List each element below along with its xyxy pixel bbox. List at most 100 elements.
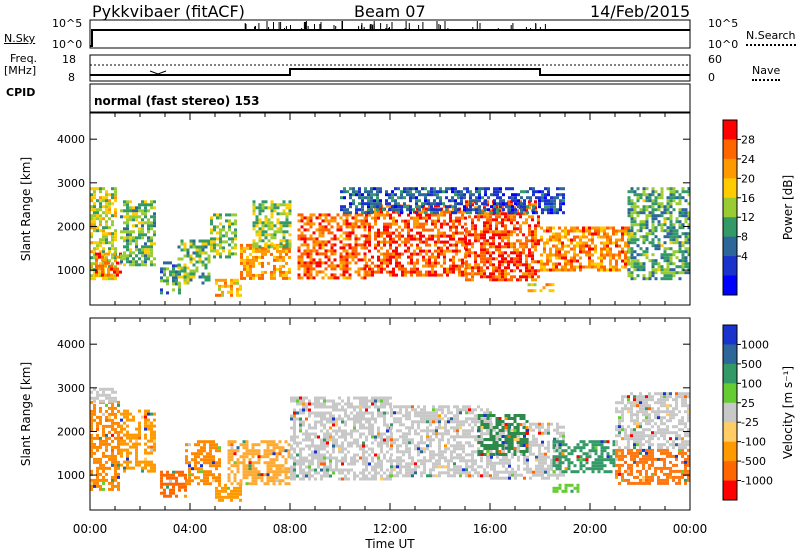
data-cell — [492, 278, 495, 282]
data-cell — [230, 495, 233, 499]
data-cell — [186, 278, 190, 282]
data-cell — [351, 216, 355, 220]
data-cell — [101, 273, 104, 277]
data-cell — [249, 267, 252, 271]
data-cell — [311, 432, 314, 436]
data-cell — [111, 454, 114, 458]
data-cell — [395, 249, 398, 253]
data-cell — [523, 208, 526, 212]
data-cell — [230, 455, 234, 459]
data-cell — [359, 426, 362, 430]
data-cell — [404, 243, 407, 247]
data-cell — [192, 263, 196, 267]
data-cell — [389, 273, 392, 277]
data-cell — [255, 233, 259, 237]
data-cell — [111, 451, 114, 455]
data-cell — [630, 223, 634, 227]
data-cell — [390, 474, 393, 478]
data-cell — [126, 233, 129, 237]
data-cell — [672, 229, 676, 233]
data-cell — [329, 435, 332, 439]
data-cell — [323, 441, 326, 445]
data-cell — [505, 187, 508, 191]
data-cell — [324, 261, 328, 265]
data-cell — [314, 420, 317, 424]
data-cell — [279, 221, 283, 225]
data-cell — [386, 204, 389, 208]
data-cell — [339, 225, 343, 229]
data-cell — [344, 477, 347, 481]
data-cell — [175, 476, 178, 480]
data-cell — [311, 462, 314, 466]
data-cell — [636, 274, 640, 278]
data-cell — [442, 202, 445, 206]
data-cell — [239, 489, 242, 493]
data-cell — [323, 465, 326, 469]
data-cell — [522, 248, 525, 252]
data-cell — [203, 479, 206, 483]
data-cell — [532, 205, 535, 209]
data-cell — [439, 187, 442, 191]
data-cell — [540, 238, 543, 242]
data-cell — [443, 213, 446, 217]
data-cell — [288, 267, 291, 271]
data-cell — [383, 252, 386, 256]
data-cell — [323, 459, 326, 463]
data-cell — [651, 190, 655, 194]
data-cell — [386, 258, 389, 262]
data-cell — [642, 235, 646, 239]
data-cell — [221, 495, 224, 499]
data-cell — [466, 208, 469, 212]
data-cell — [275, 452, 279, 456]
data-cell — [305, 429, 308, 433]
data-cell — [344, 474, 347, 478]
data-cell — [405, 468, 408, 472]
data-cell — [492, 275, 495, 279]
data-cell — [651, 208, 655, 212]
data-cell — [230, 278, 233, 282]
data-cell — [201, 263, 205, 267]
data-cell — [129, 251, 132, 255]
data-cell — [102, 427, 105, 431]
data-cell — [645, 196, 649, 200]
data-cell — [290, 438, 293, 442]
data-cell — [609, 235, 612, 239]
data-cell — [245, 482, 249, 486]
data-cell — [255, 255, 258, 259]
data-cell — [105, 199, 108, 203]
data-cell — [209, 482, 212, 486]
data-cell — [531, 257, 534, 261]
data-cell — [414, 471, 417, 475]
data-cell — [464, 216, 467, 220]
data-cell — [630, 202, 634, 206]
data-cell — [383, 228, 386, 232]
data-cell — [386, 228, 389, 232]
data-cell — [252, 224, 256, 228]
data-cell — [502, 199, 505, 203]
data-cell — [166, 485, 169, 489]
data-cell — [317, 453, 320, 457]
data-cell — [654, 196, 658, 200]
data-cell — [105, 226, 108, 230]
data-cell — [396, 471, 399, 475]
data-cell — [105, 193, 108, 197]
data-cell — [240, 261, 243, 265]
data-cell — [126, 415, 129, 419]
data-cell — [490, 193, 493, 197]
data-cell — [314, 471, 317, 475]
data-cell — [405, 408, 408, 412]
data-cell — [615, 241, 618, 245]
data-cell — [153, 233, 156, 237]
data-cell — [263, 473, 267, 477]
data-cell — [138, 424, 141, 428]
data-cell — [534, 227, 537, 231]
data-cell — [129, 439, 132, 443]
data-cell — [90, 487, 93, 491]
data-cell — [90, 415, 93, 419]
data-cell — [368, 453, 371, 457]
data-cell — [318, 234, 322, 238]
data-cell — [508, 208, 511, 212]
data-cell — [108, 217, 111, 221]
data-cell — [293, 438, 296, 442]
data-cell — [412, 193, 415, 197]
